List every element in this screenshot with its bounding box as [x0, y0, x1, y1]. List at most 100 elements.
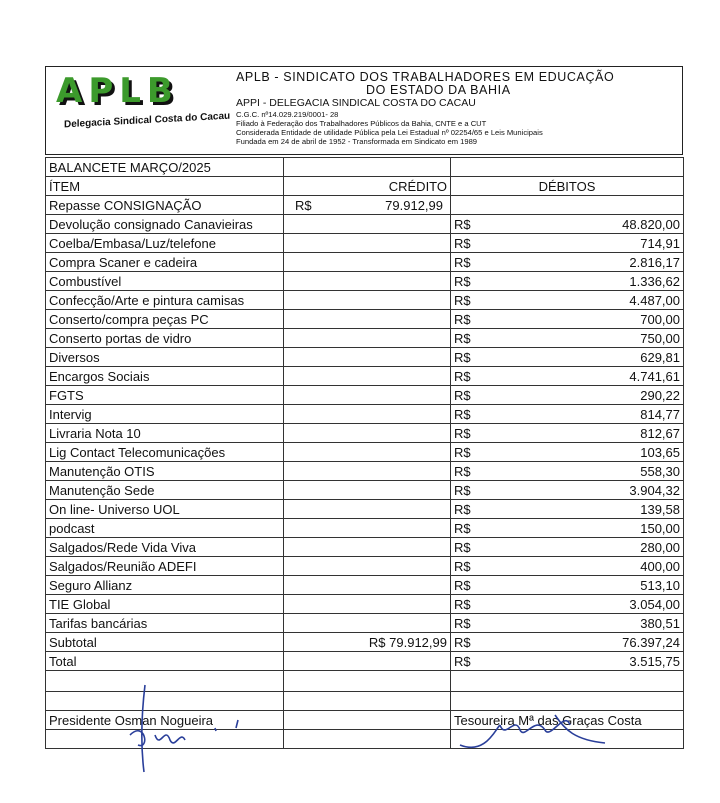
- org-info: C.G.C. nº14.029.219/0001- 28: [236, 110, 339, 119]
- item: Subtotal: [45, 632, 284, 652]
- debit-value: 3.054,00: [629, 596, 680, 612]
- item: Combustível: [45, 271, 284, 291]
- table-row: Coelba/Embasa/Luz/telefone R$ 714,91: [45, 233, 684, 253]
- currency: R$: [454, 558, 471, 574]
- item: Lig Contact Telecomunicações: [45, 442, 284, 462]
- item: podcast: [45, 518, 284, 538]
- table-row: Livraria Nota 10 R$ 812,67: [45, 423, 684, 443]
- debit-value: 400,00: [640, 558, 680, 574]
- currency: R$: [454, 577, 471, 593]
- debit-value: 814,77: [640, 406, 680, 422]
- subtotal-row: Subtotal R$ 79.912,99 R$ 76.397,24: [45, 632, 684, 652]
- table-row: Manutenção OTIS R$ 558,30: [45, 461, 684, 481]
- item: On line- Universo UOL: [45, 499, 284, 519]
- table-title: BALANCETE MARÇO/2025: [45, 157, 284, 177]
- table-row: Salgados/Reunião ADEFI R$ 400,00: [45, 556, 684, 576]
- table-row: Devolução consignado Canavieiras R$ 48.820…: [45, 214, 684, 234]
- org-info: Fundada em 24 de abril de 1952 - Transfo…: [236, 137, 478, 146]
- item: Conserto/compra peças PC: [45, 309, 284, 329]
- item: Diversos: [45, 347, 284, 367]
- currency: R$: [454, 406, 471, 422]
- item: Manutenção OTIS: [45, 461, 284, 481]
- logo-subtitle: Delegacia Sindical Costa do Cacau: [64, 110, 231, 131]
- currency: R$: [454, 330, 471, 346]
- currency: R$: [454, 216, 471, 232]
- debit-value: 714,91: [640, 235, 680, 251]
- table-row: FGTS R$ 290,22: [45, 385, 684, 405]
- item: Intervig: [45, 404, 284, 424]
- currency: R$: [454, 444, 471, 460]
- debit-value: 150,00: [640, 520, 680, 536]
- item: Confecção/Arte e pintura camisas: [45, 290, 284, 310]
- item: Livraria Nota 10: [45, 423, 284, 443]
- col-item: ÍTEM: [45, 176, 284, 196]
- table-row: Diversos R$ 629,81: [45, 347, 684, 367]
- letterhead: APLB Delegacia Sindical Costa do Cacau A…: [45, 66, 683, 155]
- item: Repasse CONSIGNAÇÃO: [45, 195, 284, 215]
- debit-value: 290,22: [640, 387, 680, 403]
- debit-value: 280,00: [640, 539, 680, 555]
- credit-value: R$ 79.912,99: [283, 632, 451, 652]
- debit-value: 1.336,62: [629, 273, 680, 289]
- table-row: Conserto/compra peças PC R$ 700,00: [45, 309, 684, 329]
- currency: R$: [454, 463, 471, 479]
- debit-value: 2.816,17: [629, 254, 680, 270]
- col-debit: DÉBITOS: [450, 176, 684, 196]
- col-credit: CRÉDITO: [283, 176, 451, 196]
- aplb-logo: APLB: [56, 71, 179, 111]
- table-row: Encargos Sociais R$ 4.741,61: [45, 366, 684, 386]
- debit-value: 139,58: [640, 501, 680, 517]
- item: Encargos Sociais: [45, 366, 284, 386]
- currency: R$: [454, 254, 471, 270]
- table-row: TIE Global R$ 3.054,00: [45, 594, 684, 614]
- org-subtitle: APPI - DELEGACIA SINDICAL COSTA DO CACAU: [236, 97, 476, 109]
- table-row: Repasse CONSIGNAÇÃO R$ 79.912,99: [45, 195, 684, 215]
- currency: R$: [454, 387, 471, 403]
- debit-value: 380,51: [640, 615, 680, 631]
- currency: R$: [454, 349, 471, 365]
- currency: R$: [454, 615, 471, 631]
- table-row: Seguro Allianz R$ 513,10: [45, 575, 684, 595]
- table-row: Compra Scaner e cadeira R$ 2.816,17: [45, 252, 684, 272]
- table-row: Combustível R$ 1.336,62: [45, 271, 684, 291]
- currency: R$: [454, 596, 471, 612]
- item: Devolução consignado Canavieiras: [45, 214, 284, 234]
- debit-value: 3.515,75: [629, 653, 680, 669]
- currency: R$: [454, 539, 471, 555]
- credit-value: 79.912,99: [385, 197, 443, 213]
- currency: R$: [454, 520, 471, 536]
- org-info: Considerada Entidade de utilidade Públic…: [236, 128, 543, 137]
- table-row: Conserto portas de vidro R$ 750,00: [45, 328, 684, 348]
- item: TIE Global: [45, 594, 284, 614]
- currency: R$: [454, 273, 471, 289]
- org-title: APLB - SINDICATO DOS TRABALHADORES EM ED…: [236, 70, 615, 84]
- debit-value: 812,67: [640, 425, 680, 441]
- table-row: Manutenção Sede R$ 3.904,32: [45, 480, 684, 500]
- debit-value: 4.741,61: [629, 368, 680, 384]
- debit-value: 750,00: [640, 330, 680, 346]
- item: Compra Scaner e cadeira: [45, 252, 284, 272]
- currency: R$: [454, 501, 471, 517]
- item: Manutenção Sede: [45, 480, 284, 500]
- currency: R$: [454, 235, 471, 251]
- debit-value: 76.397,24: [622, 634, 680, 650]
- item: Coelba/Embasa/Luz/telefone: [45, 233, 284, 253]
- currency: R$: [454, 482, 471, 498]
- org-info: Filiado à Federação dos Trabalhadores Pú…: [236, 119, 487, 128]
- debit-value: 3.904,32: [629, 482, 680, 498]
- currency: R$: [454, 292, 471, 308]
- table-row: Tarifas bancárias R$ 380,51: [45, 613, 684, 633]
- debit-value: 4.487,00: [629, 292, 680, 308]
- debit-value: 629,81: [640, 349, 680, 365]
- table-row: Confecção/Arte e pintura camisas R$ 4.487,…: [45, 290, 684, 310]
- debit-value: 103,65: [640, 444, 680, 460]
- debit-value: 513,10: [640, 577, 680, 593]
- president-signature: [129, 684, 239, 773]
- table-row: Intervig R$ 814,77: [45, 404, 684, 424]
- currency: R$: [454, 634, 471, 650]
- item: Total: [45, 651, 284, 671]
- table-row: Salgados/Rede Vida Viva R$ 280,00: [45, 537, 684, 557]
- treasurer-signature: [459, 714, 606, 749]
- item: Salgados/Rede Vida Viva: [45, 537, 284, 557]
- currency: R$: [454, 311, 471, 327]
